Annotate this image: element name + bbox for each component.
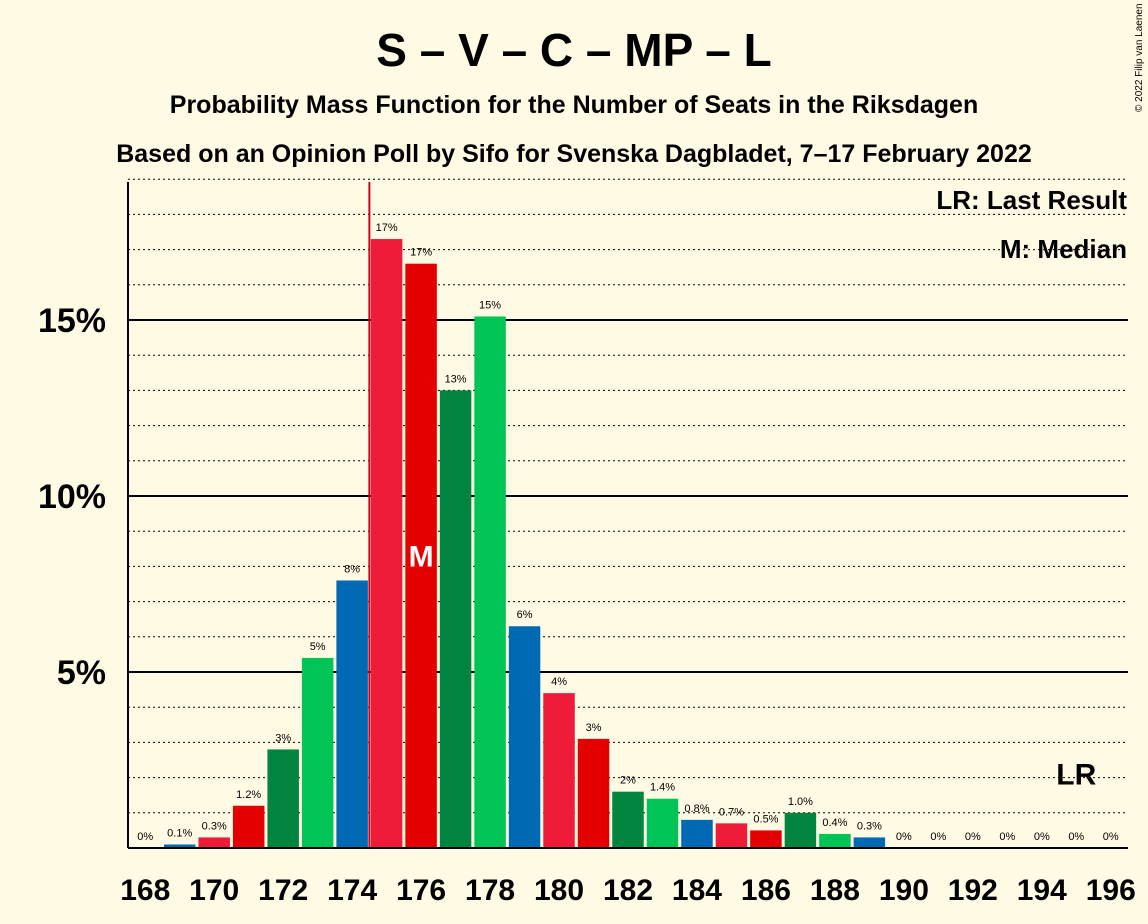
y-tick-label: 10%	[38, 478, 106, 516]
bar-seat-182	[612, 791, 644, 848]
gridlines	[128, 178, 1128, 814]
bar-seat-169	[163, 844, 196, 848]
legend-last-result: LR: Last Result	[936, 185, 1127, 215]
chart-title: S – V – C – MP – L	[376, 24, 771, 76]
bar-seat-183	[646, 798, 679, 848]
bar-label-seat-180: 4%	[551, 676, 567, 688]
x-tick-label: 184	[672, 874, 722, 907]
bar-seat-173	[301, 657, 334, 848]
bar-label-seat-194: 0%	[1034, 831, 1050, 843]
bar-label-seat-183: 1.4%	[650, 782, 675, 794]
bar-label-seat-187: 1.0%	[788, 796, 813, 808]
bar-label-seat-174: 8%	[344, 563, 360, 575]
bar-label-seat-171: 1.2%	[236, 789, 261, 801]
bar-label-seat-191: 0%	[930, 831, 946, 843]
x-tick-label: 194	[1017, 874, 1067, 907]
bar-label-seat-173: 5%	[310, 641, 326, 653]
bar-label-seat-189: 0.3%	[857, 820, 882, 832]
x-tick-label: 168	[120, 874, 170, 907]
bar-labels: 0% 0.1% 0.3% 1.2% 3% 5% 8% 17% 17% 13% 15% 6% 4% 3% 2%…	[137, 222, 1119, 843]
x-tick-label: 190	[879, 874, 929, 907]
bar-label-seat-176: 17%	[410, 247, 432, 259]
bar-label-seat-181: 3%	[586, 722, 602, 734]
bar-label-seat-195: 0%	[1068, 831, 1084, 843]
bar-seat-188	[819, 833, 851, 848]
bar-label-seat-190: 0%	[896, 831, 912, 843]
bar-label-seat-175: 17%	[376, 222, 398, 234]
median-marker: M	[409, 540, 434, 573]
x-tick-label: 186	[741, 874, 791, 907]
bar-label-seat-169: 0.1%	[167, 827, 192, 839]
x-axis-ticks: 168 170 172 174 176 178 180 182 184 186 188 190 192 1…	[120, 874, 1136, 907]
bar-seat-174	[336, 580, 368, 848]
copyright-notice: © 2022 Filip van Laenen	[1134, 3, 1145, 112]
bar-seat-175	[370, 239, 403, 849]
bar-label-seat-196: 0%	[1103, 831, 1119, 843]
x-tick-label: 182	[603, 874, 653, 907]
bar-seat-186	[750, 830, 782, 848]
x-tick-label: 178	[465, 874, 515, 907]
bar-label-seat-172: 3%	[275, 732, 291, 744]
x-tick-label: 196	[1086, 874, 1136, 907]
bar-seat-181	[577, 738, 610, 848]
bar-seat-180	[543, 693, 575, 848]
x-tick-label: 174	[327, 874, 377, 907]
bar-seat-177	[439, 390, 472, 848]
y-tick-label: 5%	[57, 654, 106, 692]
bar-seat-176	[405, 263, 437, 848]
bar-label-seat-185: 0.7%	[719, 806, 744, 818]
last-result-marker: LR	[1056, 759, 1096, 792]
legend-median: M: Median	[1000, 234, 1127, 264]
bar-label-seat-192: 0%	[965, 831, 981, 843]
y-tick-label: 15%	[38, 302, 106, 340]
x-tick-label: 188	[810, 874, 860, 907]
x-tick-label: 192	[948, 874, 998, 907]
bar-label-seat-178: 15%	[479, 299, 501, 311]
bar-label-seat-186: 0.5%	[753, 813, 778, 825]
bar-label-seat-184: 0.8%	[684, 803, 709, 815]
bar-label-seat-188: 0.4%	[822, 817, 847, 829]
bars	[163, 239, 886, 849]
bar-seat-189	[853, 837, 886, 848]
bar-seat-178	[474, 316, 506, 849]
bar-label-seat-170: 0.3%	[202, 820, 227, 832]
x-tick-label: 170	[189, 874, 239, 907]
bar-seat-171	[232, 805, 265, 848]
bar-seat-187	[784, 812, 817, 848]
bar-label-seat-193: 0%	[999, 831, 1015, 843]
bar-label-seat-168: 0%	[137, 831, 153, 843]
bar-seat-185	[715, 823, 748, 848]
x-tick-label: 176	[396, 874, 446, 907]
bar-seat-170	[198, 837, 230, 848]
bar-label-seat-177: 13%	[445, 373, 467, 385]
chart-subtitle: Probability Mass Function for the Number…	[170, 91, 978, 119]
x-tick-label: 180	[534, 874, 584, 907]
bar-label-seat-182: 2%	[620, 775, 636, 787]
chart-subtitle-poll: Based on an Opinion Poll by Sifo for Sve…	[116, 140, 1032, 168]
bar-label-seat-179: 6%	[517, 609, 533, 621]
bar-seat-172	[267, 749, 299, 848]
x-tick-label: 172	[258, 874, 308, 907]
bar-seat-179	[508, 626, 541, 848]
y-axis-ticks: 5% 10% 15%	[38, 302, 106, 692]
bar-seat-184	[681, 819, 713, 848]
